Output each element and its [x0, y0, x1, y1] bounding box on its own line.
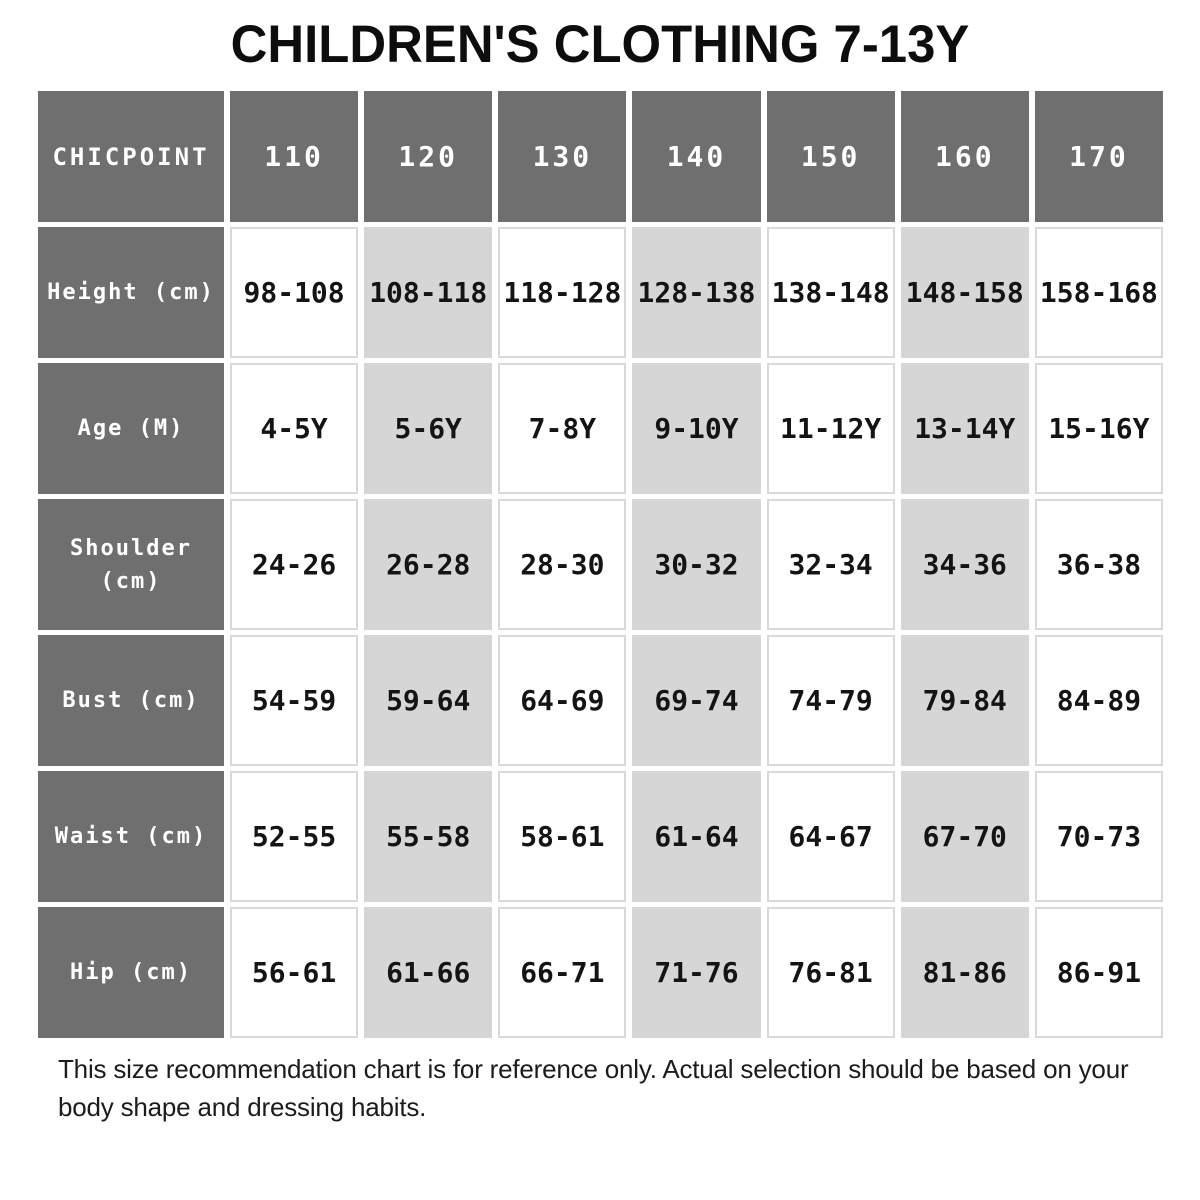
row-label-age: Age (M) — [38, 363, 224, 495]
table-cell: 108-118 — [364, 227, 493, 359]
table-cell: 86-91 — [1034, 907, 1163, 1039]
row-label-waist: Waist (cm) — [38, 771, 224, 903]
table-cell: 13-14Y — [900, 363, 1029, 495]
page-title: CHILDREN'S CLOTHING 7-13Y — [230, 15, 970, 74]
table-cell: 52-55 — [230, 771, 359, 903]
table-cell: 70-73 — [1034, 771, 1163, 903]
table-cell: 5-6Y — [364, 363, 493, 495]
table-cell: 34-36 — [900, 499, 1029, 631]
table-cell: 61-66 — [364, 907, 493, 1039]
table-cell: 4-5Y — [230, 363, 359, 495]
table-cell: 76-81 — [766, 907, 895, 1039]
table-cell: 56-61 — [230, 907, 359, 1039]
table-cell: 74-79 — [766, 635, 895, 767]
table-cell: 118-128 — [498, 227, 627, 359]
table-cell: 67-70 — [900, 771, 1029, 903]
table-cell: 138-148 — [766, 227, 895, 359]
table-cell: 64-69 — [498, 635, 627, 767]
table-cell: 59-64 — [364, 635, 493, 767]
size-column-header-110: 110 — [230, 91, 359, 223]
table-cell: 81-86 — [900, 907, 1029, 1039]
table-cell: 26-28 — [364, 499, 493, 631]
table-cell: 58-61 — [498, 771, 627, 903]
table-cell: 36-38 — [1034, 499, 1163, 631]
table-cell: 69-74 — [632, 635, 761, 767]
table-cell: 98-108 — [230, 227, 359, 359]
row-label-shoulder: Shoulder (cm) — [38, 499, 224, 631]
size-column-header-150: 150 — [766, 91, 895, 223]
table-cell: 66-71 — [498, 907, 627, 1039]
table-cell: 30-32 — [632, 499, 761, 631]
footer-note: This size recommendation chart is for re… — [58, 1054, 1129, 1122]
table-cell: 55-58 — [364, 771, 493, 903]
row-label-bust: Bust (cm) — [38, 635, 224, 767]
size-column-header-170: 170 — [1034, 91, 1163, 223]
table-corner-brand-label: CHICPOINT — [38, 91, 224, 223]
table-cell: 148-158 — [900, 227, 1029, 359]
size-column-header-140: 140 — [632, 91, 761, 223]
table-cell: 11-12Y — [766, 363, 895, 495]
table-cell: 9-10Y — [632, 363, 761, 495]
size-chart-table: CHICPOINT 110 120 130 140 150 160 170 He… — [38, 91, 1163, 1039]
size-column-header-160: 160 — [900, 91, 1029, 223]
size-column-header-130: 130 — [498, 91, 627, 223]
table-cell: 61-64 — [632, 771, 761, 903]
table-cell: 24-26 — [230, 499, 359, 631]
table-cell: 64-67 — [766, 771, 895, 903]
row-label-hip: Hip (cm) — [38, 907, 224, 1039]
size-column-header-120: 120 — [364, 91, 493, 223]
table-cell: 79-84 — [900, 635, 1029, 767]
table-cell: 28-30 — [498, 499, 627, 631]
table-cell: 128-138 — [632, 227, 761, 359]
row-label-height: Height (cm) — [38, 227, 224, 359]
table-cell: 15-16Y — [1034, 363, 1163, 495]
table-cell: 54-59 — [230, 635, 359, 767]
table-cell: 158-168 — [1034, 227, 1163, 359]
table-cell: 84-89 — [1034, 635, 1163, 767]
table-cell: 32-34 — [766, 499, 895, 631]
table-cell: 71-76 — [632, 907, 761, 1039]
table-cell: 7-8Y — [498, 363, 627, 495]
